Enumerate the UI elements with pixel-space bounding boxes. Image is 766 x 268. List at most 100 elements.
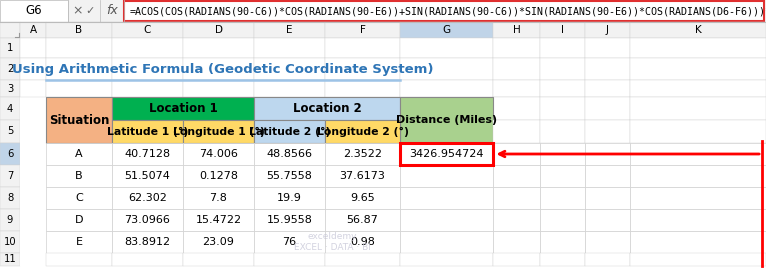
Bar [254, 22, 325, 38]
Text: G6: G6 [26, 5, 42, 17]
Bar [585, 231, 630, 253]
Text: Latitude 2 (°): Latitude 2 (°) [249, 126, 330, 136]
Text: 73.0966: 73.0966 [125, 215, 171, 225]
Bar [254, 143, 325, 165]
Bar [630, 58, 766, 80]
Text: 48.8566: 48.8566 [267, 149, 313, 159]
Bar [20, 58, 46, 80]
Text: 83.8912: 83.8912 [124, 237, 171, 247]
Text: exceldemy
EXCEL · DATA · BI: exceldemy EXCEL · DATA · BI [293, 232, 371, 252]
Bar [46, 165, 112, 187]
Text: 0.1278: 0.1278 [199, 171, 238, 181]
Bar [20, 38, 46, 58]
Bar [0, 58, 20, 80]
Bar [325, 22, 400, 38]
Bar [493, 38, 540, 58]
Bar [325, 187, 400, 209]
Text: 6: 6 [7, 149, 13, 159]
Bar [46, 97, 112, 143]
Text: ✓: ✓ [85, 6, 95, 16]
Bar [325, 120, 400, 143]
Text: 3: 3 [7, 84, 13, 94]
Bar [112, 120, 183, 143]
Text: 9.65: 9.65 [350, 193, 375, 203]
Bar [183, 209, 254, 231]
Bar [183, 231, 254, 253]
Bar [585, 97, 630, 120]
Bar [585, 58, 630, 80]
Bar [630, 120, 766, 143]
Bar [0, 165, 20, 187]
Bar [585, 120, 630, 143]
Text: 11: 11 [4, 255, 16, 265]
Text: B: B [75, 25, 83, 35]
Bar [0, 80, 20, 97]
Bar [585, 209, 630, 231]
Bar [540, 120, 585, 143]
Text: 40.7128: 40.7128 [124, 149, 171, 159]
Bar [254, 38, 325, 58]
Bar [112, 38, 183, 58]
Bar [0, 253, 20, 266]
Bar [325, 80, 400, 97]
Text: 15.9558: 15.9558 [267, 215, 313, 225]
Bar [112, 22, 183, 38]
Text: 8: 8 [7, 193, 13, 203]
Text: 56.87: 56.87 [346, 215, 378, 225]
Bar [20, 38, 766, 266]
Bar [46, 22, 112, 38]
Bar [0, 22, 20, 38]
Text: B: B [75, 171, 83, 181]
Text: fx: fx [106, 5, 118, 17]
Text: 0.98: 0.98 [350, 237, 375, 247]
Text: 10: 10 [4, 237, 16, 247]
Bar [112, 58, 183, 80]
Bar [400, 143, 493, 165]
Bar [254, 165, 325, 187]
Text: D: D [75, 215, 83, 225]
Text: =ACOS(COS(RADIANS(90-C6))*COS(RADIANS(90-E6))+SIN(RADIANS(90-C6))*SIN(RADIANS(90: =ACOS(COS(RADIANS(90-C6))*COS(RADIANS(90… [130, 6, 766, 16]
Bar [254, 80, 325, 97]
Bar [540, 231, 585, 253]
Bar [493, 187, 540, 209]
Bar [585, 165, 630, 187]
Bar [400, 97, 493, 143]
Bar [325, 58, 400, 80]
Text: 37.6173: 37.6173 [339, 171, 385, 181]
Bar [20, 80, 46, 97]
Text: C: C [75, 193, 83, 203]
Bar [493, 97, 540, 120]
Bar [46, 209, 112, 231]
Text: G: G [443, 25, 450, 35]
Bar [183, 22, 254, 38]
Bar [0, 187, 20, 209]
Bar [183, 187, 254, 209]
Bar [183, 143, 254, 165]
Bar [0, 97, 20, 120]
Bar [112, 165, 183, 187]
Bar [0, 38, 20, 58]
Text: F: F [359, 25, 365, 35]
Bar [254, 231, 325, 253]
Text: 5: 5 [7, 126, 13, 136]
Bar [46, 58, 112, 80]
Bar [112, 97, 254, 120]
Bar [630, 253, 766, 266]
Text: 7: 7 [7, 171, 13, 181]
Bar [630, 80, 766, 97]
Bar [540, 38, 585, 58]
Bar [183, 165, 254, 187]
Bar [112, 253, 183, 266]
Bar [630, 143, 766, 165]
Bar [400, 58, 493, 80]
Bar [0, 120, 20, 143]
Bar [254, 120, 325, 143]
Bar [400, 253, 493, 266]
Bar [46, 253, 112, 266]
Bar [400, 209, 493, 231]
Text: 9: 9 [7, 215, 13, 225]
Text: 3426.954724: 3426.954724 [409, 149, 484, 159]
Text: H: H [512, 25, 520, 35]
Bar [0, 231, 20, 253]
Text: 51.5074: 51.5074 [125, 171, 171, 181]
